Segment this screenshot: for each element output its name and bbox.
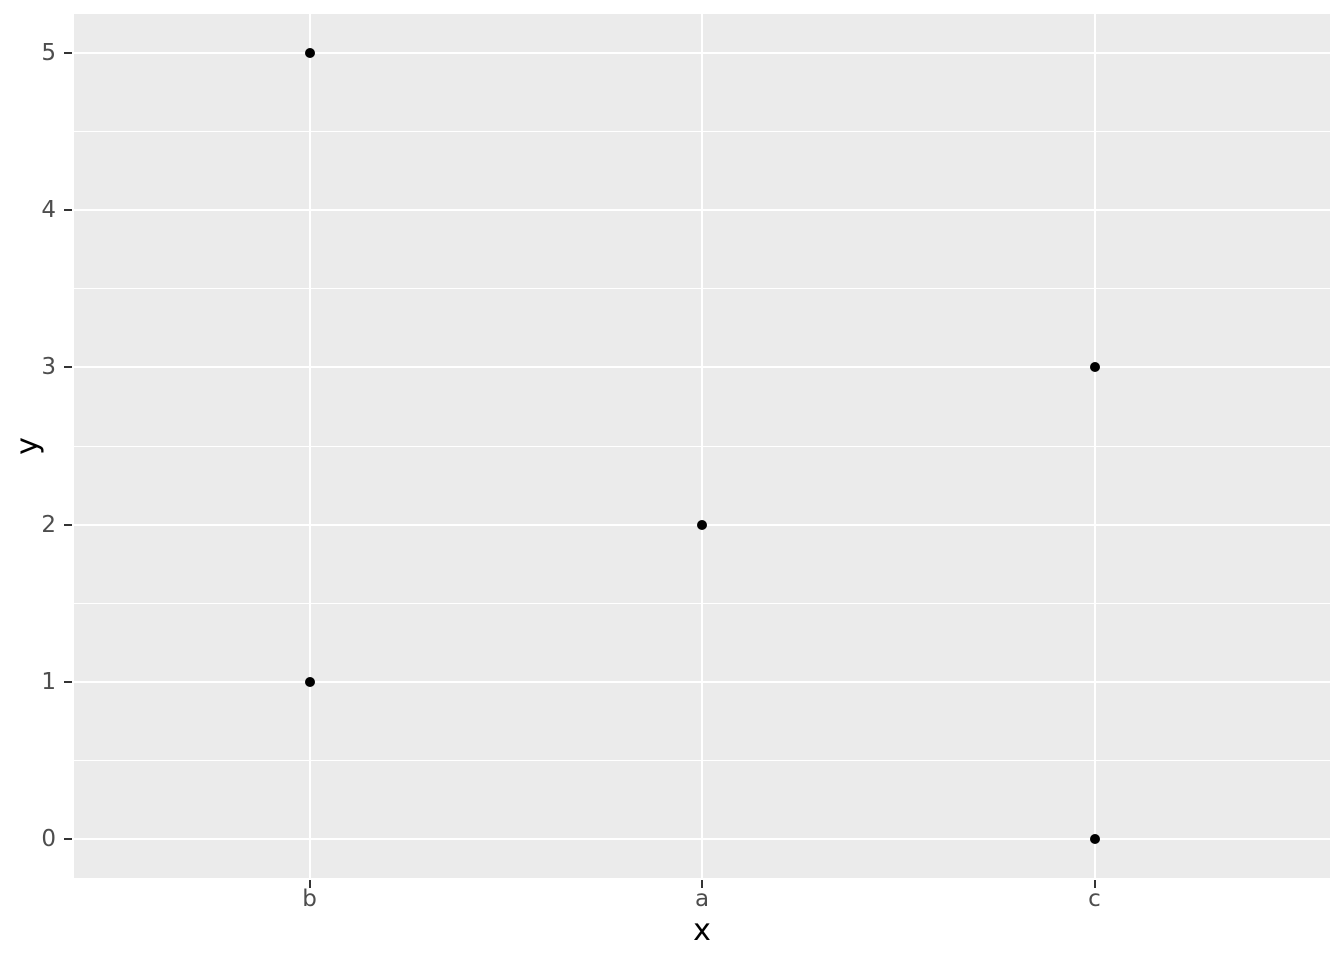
x-tick-label: c [1088,886,1101,912]
x-tick-mark [1093,880,1096,888]
y-axis-title: y [10,437,45,455]
data-point [304,48,315,59]
y-tick-label: 4 [41,197,56,224]
y-tick-mark [64,366,72,369]
x-tick-label: b [302,886,317,912]
x-major-gridline [1093,14,1096,878]
plot-panel [74,14,1330,878]
x-tick-label: a [694,886,710,912]
y-tick-mark [64,837,72,840]
y-tick-mark [64,523,72,526]
x-tick-mark [308,880,311,888]
y-tick-mark [64,209,72,212]
y-tick-label: 3 [41,354,56,381]
data-point [1089,833,1100,844]
y-tick-label: 5 [41,40,56,67]
y-tick-mark [64,52,72,55]
x-major-gridline [701,14,703,878]
data-point [697,519,707,530]
x-tick-mark [701,880,703,888]
data-point [1089,362,1100,373]
y-tick-label: 2 [41,511,56,538]
y-tick-mark [64,680,72,683]
x-major-gridline [308,14,311,878]
y-tick-label: 1 [41,668,56,695]
data-point [304,676,315,687]
y-tick-label: 0 [41,825,56,852]
x-axis-title: x [693,913,711,948]
